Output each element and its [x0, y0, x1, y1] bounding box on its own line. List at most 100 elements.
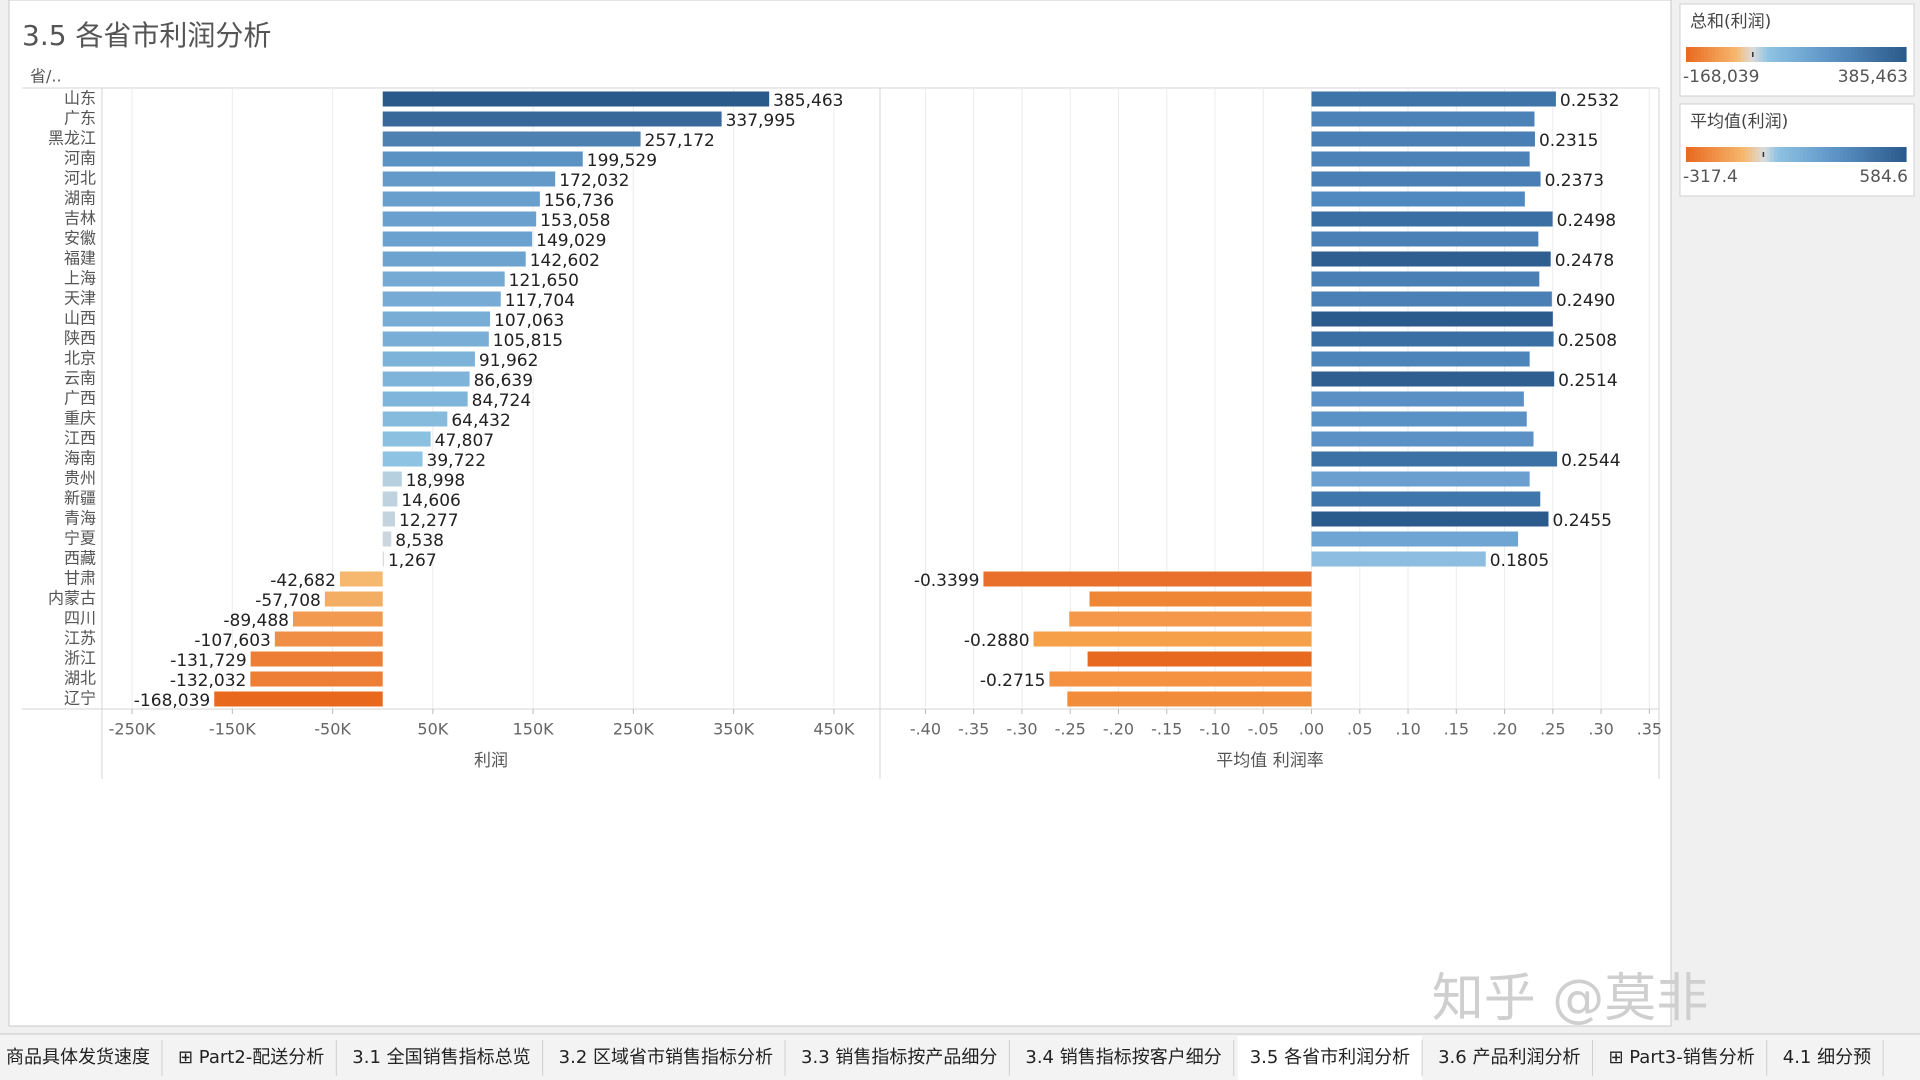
legend-swatch — [1814, 47, 1819, 62]
bar — [1067, 691, 1312, 707]
row-label: 内蒙古 — [48, 589, 96, 608]
legend-swatch — [1788, 47, 1793, 62]
legend-swatch — [1807, 147, 1812, 162]
legend-swatch — [1851, 147, 1856, 162]
legend-swatch — [1891, 147, 1896, 162]
bar — [1089, 591, 1312, 607]
x-tick-label: .05 — [1347, 720, 1372, 739]
bar — [1049, 671, 1312, 687]
x-tick-label: -.25 — [1055, 720, 1086, 739]
legend-swatch — [1741, 147, 1746, 162]
legend-swatch — [1854, 47, 1859, 62]
legend-swatch — [1847, 147, 1852, 162]
legend-swatch — [1799, 47, 1804, 62]
bar — [382, 411, 448, 427]
legend-swatch — [1781, 147, 1786, 162]
tab[interactable]: 商品具体发货速度 — [0, 1036, 163, 1080]
legend-swatch — [1722, 147, 1727, 162]
data-label: 156,736 — [544, 191, 614, 211]
legend-swatch — [1803, 47, 1808, 62]
data-label: -132,032 — [170, 671, 246, 691]
row-label: 河南 — [64, 149, 96, 168]
legend-swatch — [1763, 47, 1768, 62]
legend-swatch — [1752, 47, 1757, 62]
data-label: 172,032 — [559, 171, 629, 191]
row-label: 广西 — [64, 389, 96, 408]
row-label: 广东 — [64, 109, 96, 128]
legend-swatch — [1693, 47, 1698, 62]
legend-swatch — [1843, 47, 1848, 62]
tab[interactable]: 3.2 区域省市销售指标分析 — [547, 1036, 786, 1080]
data-label: -57,708 — [255, 591, 321, 611]
row-label: 山西 — [64, 309, 96, 328]
tab[interactable]: 3.4 销售指标按客户细分 — [1013, 1036, 1235, 1080]
data-label: -0.2880 — [964, 631, 1030, 651]
tab[interactable]: 3.1 全国销售指标总览 — [340, 1036, 544, 1080]
legend-swatch — [1818, 147, 1823, 162]
bar — [1311, 431, 1534, 447]
row-label: 贵州 — [64, 469, 96, 488]
legend-swatch — [1737, 147, 1742, 162]
legend-swatch — [1821, 147, 1826, 162]
legend-swatch — [1763, 147, 1768, 162]
bar — [339, 571, 383, 587]
legend-swatch — [1825, 47, 1830, 62]
bar — [1311, 211, 1553, 227]
row-label: 四川 — [64, 609, 96, 628]
bar — [1311, 231, 1539, 247]
row-label: 安徽 — [64, 229, 96, 248]
legend-swatch — [1719, 147, 1724, 162]
legend-swatch — [1825, 147, 1830, 162]
x-tick-label: -.30 — [1006, 720, 1037, 739]
tab-label: 4.1 细分预 — [1783, 1047, 1871, 1068]
x-tick-label: 350K — [713, 720, 755, 739]
tab[interactable]: 4.1 细分预 — [1771, 1036, 1884, 1080]
dashboard-title: 3.5 各省市利润分析 — [22, 19, 271, 52]
bar — [1087, 651, 1312, 667]
legend-swatch — [1895, 147, 1900, 162]
bar — [293, 611, 383, 627]
legend-swatch — [1781, 47, 1786, 62]
bar — [1311, 371, 1555, 387]
legend-swatch — [1887, 47, 1892, 62]
legend-swatch — [1755, 147, 1760, 162]
legend-swatch — [1726, 147, 1731, 162]
tab[interactable]: ⊞ Part2-配送分析 — [166, 1036, 337, 1080]
row-label: 江西 — [64, 429, 96, 448]
x-tick-label: .20 — [1492, 720, 1517, 739]
bar — [250, 671, 383, 687]
bar — [1311, 91, 1556, 107]
bar — [1311, 391, 1524, 407]
row-label: 海南 — [64, 449, 96, 468]
legend-swatch — [1770, 47, 1775, 62]
legend-swatch — [1880, 147, 1885, 162]
data-label: -107,603 — [194, 631, 270, 651]
bar — [1311, 451, 1558, 467]
legend-swatch — [1836, 147, 1841, 162]
data-label: -131,729 — [170, 651, 246, 671]
data-label: 0.2315 — [1539, 131, 1598, 151]
bar — [382, 91, 770, 107]
legend-swatch — [1730, 47, 1735, 62]
row-label: 青海 — [64, 509, 96, 528]
tab[interactable]: 3.6 产品利润分析 — [1426, 1036, 1593, 1080]
tab[interactable]: ⊞ Part3-销售分析 — [1596, 1036, 1768, 1080]
row-label: 北京 — [64, 349, 96, 368]
data-label: 1,267 — [388, 551, 437, 571]
bar — [382, 171, 556, 187]
legend-swatch — [1689, 47, 1694, 62]
tab-label: 3.4 销售指标按客户细分 — [1025, 1047, 1221, 1068]
row-label: 宁夏 — [64, 529, 96, 548]
tab-label: 3.1 全国销售指标总览 — [352, 1047, 530, 1068]
legend-swatch — [1810, 47, 1815, 62]
x-tick-label: 150K — [513, 720, 555, 739]
tab[interactable]: 3.3 销售指标按产品细分 — [789, 1036, 1010, 1080]
legend-swatch — [1748, 47, 1753, 62]
data-label: 64,432 — [451, 411, 510, 431]
watermark: 知乎 @莫非 — [1432, 969, 1709, 1029]
bar — [1311, 191, 1525, 207]
legend-range-label: 385,463 — [1838, 67, 1908, 87]
data-label: 0.1805 — [1490, 551, 1549, 571]
legend-swatch — [1858, 47, 1863, 62]
tab[interactable]: 3.5 各省市利润分析 — [1237, 1036, 1423, 1080]
